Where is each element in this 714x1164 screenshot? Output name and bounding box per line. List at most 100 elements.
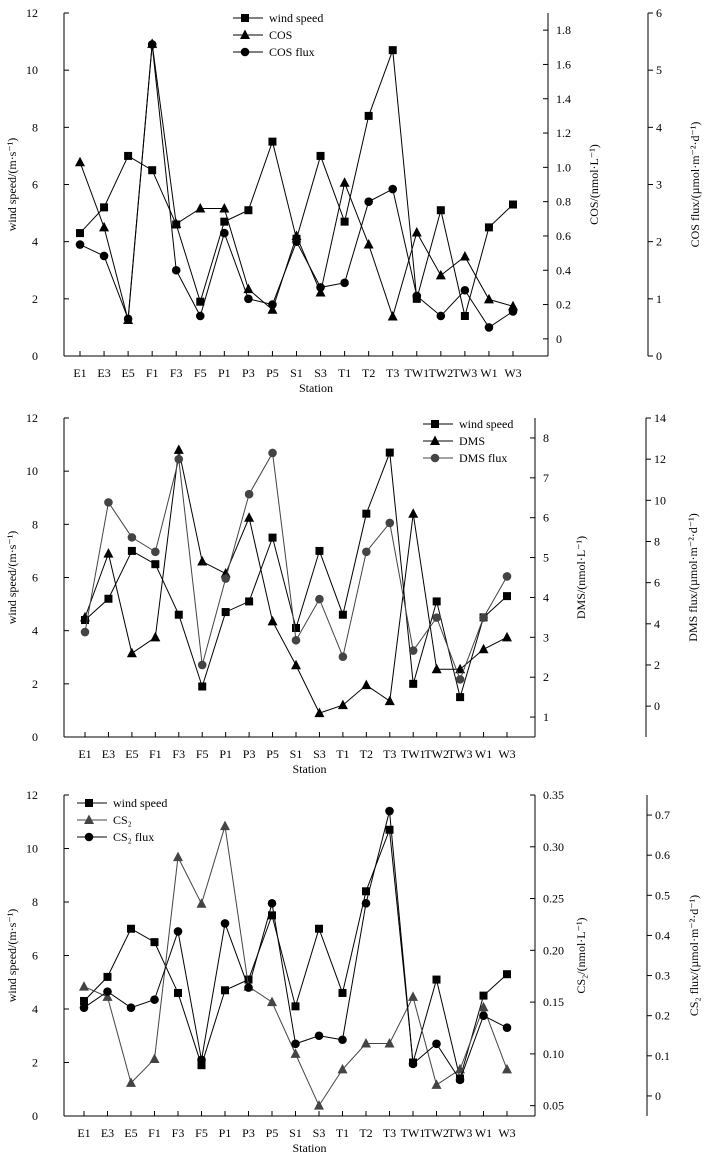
panel-1-wind-point bbox=[388, 46, 397, 55]
panel-1-legend-label: wind speed bbox=[269, 11, 323, 25]
panel-2-right1-tick-label: 2 bbox=[543, 670, 549, 684]
panel-3-flux-point bbox=[291, 1039, 300, 1049]
panel-2-left-tick-label: 10 bbox=[26, 464, 38, 478]
panel-1-wind-point bbox=[220, 217, 229, 226]
panel-1-right1-tick-label: 1.0 bbox=[556, 160, 571, 174]
panel-1-right1-tick-label: 1.4 bbox=[556, 92, 571, 106]
panel-1-x-tick-label: S1 bbox=[290, 366, 303, 380]
panel-1-gas-point bbox=[483, 293, 494, 304]
panel-3-right1-tick-label: 0.35 bbox=[543, 788, 564, 802]
panel-1-wind-point bbox=[100, 203, 109, 212]
panel-3-right2-axis-label: CS₂ flux/(µmol·m⁻²·d⁻¹) bbox=[687, 895, 701, 1016]
panel-1-x-tick-label: TW2 bbox=[429, 366, 454, 380]
panel-2-right2-tick-label: 0 bbox=[654, 699, 660, 713]
panel-1-wind-point bbox=[196, 297, 205, 306]
panel-2-wind-point bbox=[245, 597, 254, 606]
panel-2-wind-point bbox=[362, 509, 371, 518]
panel-1-flux-point bbox=[412, 291, 422, 301]
panel-3-flux-point bbox=[126, 1003, 136, 1012]
panel-2-flux-line bbox=[84, 451, 508, 681]
panel-1-flux-point bbox=[364, 197, 373, 206]
panel-2-flux-point bbox=[80, 627, 90, 637]
panel-3-left-axis-label: wind speed/(m·s⁻¹) bbox=[5, 909, 19, 1003]
panel-2-right2-tick-label: 12 bbox=[654, 452, 666, 466]
panel-2-flux-point bbox=[432, 613, 441, 622]
panel-2-gas-point bbox=[431, 663, 442, 674]
panel-2-wind-point bbox=[338, 610, 347, 619]
panel-1-wind-point bbox=[148, 166, 157, 175]
panel-1-flux-point bbox=[268, 300, 277, 309]
panel-2-gas-point bbox=[197, 556, 208, 566]
panel-1-left-tick-label: 2 bbox=[32, 292, 38, 306]
panel-3-flux-point bbox=[385, 806, 394, 816]
panel-1-flux-point bbox=[340, 278, 349, 288]
panel-2-x-tick-label: TW2 bbox=[424, 747, 449, 761]
panel-3-flux-point bbox=[408, 1059, 418, 1069]
panel-1-x-tick-label: T1 bbox=[338, 366, 351, 380]
panel-2-gas-point bbox=[455, 663, 466, 674]
panel-1-x-tick-label: E5 bbox=[121, 366, 134, 380]
panel-3-gas-point bbox=[408, 991, 418, 1001]
panel-3-x-tick-label: TW2 bbox=[424, 1126, 449, 1140]
panel-3-gas-point bbox=[361, 1038, 371, 1048]
panel-2-wind-point bbox=[127, 546, 136, 555]
panel-1-right2-tick-label: 3 bbox=[656, 178, 662, 192]
panel-3-legend-label: wind speed bbox=[113, 796, 167, 810]
panel-3-wind-point bbox=[244, 975, 253, 984]
panel-1-wind-point bbox=[316, 151, 325, 160]
panel-1-gas-point bbox=[291, 230, 302, 240]
panel-1-gas-point bbox=[75, 156, 85, 167]
panel-2-x-tick-label: F3 bbox=[172, 747, 185, 761]
panel-3-right2-tick-label: 0.5 bbox=[655, 888, 670, 902]
panel-2-gas-point bbox=[478, 643, 489, 654]
panel-1-x-axis-label: Station bbox=[299, 381, 333, 395]
panel-2-flux-point bbox=[291, 635, 301, 645]
panel-1-right2-tick-label: 5 bbox=[656, 63, 662, 77]
panel-3-right2-tick-label: 0.3 bbox=[655, 969, 670, 983]
panel-2-wind-point bbox=[315, 546, 324, 555]
panel-2-x-axis-label: Station bbox=[292, 762, 326, 776]
panel-3-wind-point bbox=[385, 825, 394, 834]
panel-1-x-tick-label: W3 bbox=[504, 366, 521, 380]
panel-1-wind-point bbox=[364, 111, 373, 120]
panel-3-x-tick-label: TW3 bbox=[448, 1126, 473, 1140]
panel-3-x-tick-label: E3 bbox=[101, 1126, 114, 1140]
panel-2-flux-point bbox=[104, 498, 113, 507]
panel-2-wind-point bbox=[268, 533, 277, 542]
panel-1-x-tick-label: E1 bbox=[73, 366, 86, 380]
panel-2-flux-point bbox=[502, 572, 512, 581]
panel-1-wind-line bbox=[79, 49, 514, 317]
panel-3-flux-point bbox=[338, 1035, 347, 1045]
panel-2-wind-point bbox=[151, 560, 160, 569]
panel-1-flux-point bbox=[171, 265, 181, 275]
panel-1-x-tick-label: TW3 bbox=[453, 366, 478, 380]
panel-3-right2-tick-label: 0.6 bbox=[655, 848, 670, 862]
panel-1-wind-point bbox=[460, 311, 469, 320]
panel-2-right1-tick-label: 1 bbox=[543, 710, 549, 724]
panel-1-wind-point bbox=[268, 137, 277, 146]
panel-1-flux-point bbox=[220, 228, 229, 238]
panel-1-flux-point bbox=[508, 307, 518, 316]
panel-3-wind-point bbox=[432, 975, 441, 984]
panel-3-right1-axis-label: CS₂/(nmol·L⁻¹) bbox=[574, 917, 588, 993]
panel-1-flux-point bbox=[292, 237, 301, 246]
panel-1-wind-point bbox=[244, 206, 253, 215]
panel-2-gas-point bbox=[361, 679, 372, 690]
panel-2-wind-point bbox=[221, 608, 230, 617]
panel-2-flux-point bbox=[127, 533, 137, 542]
panel-2-flux-point bbox=[151, 547, 160, 557]
panel-3-gas-point bbox=[290, 1048, 301, 1058]
panel-3-wind-point bbox=[150, 938, 159, 947]
panel-1-right2-tick-label: 4 bbox=[656, 120, 662, 134]
panel-3-x-tick-label: W3 bbox=[498, 1126, 515, 1140]
panel-3-flux-point bbox=[432, 1039, 441, 1049]
panel-1-right2-tick-label: 0 bbox=[656, 349, 662, 363]
panel-1-flux-point bbox=[460, 285, 470, 295]
panel-1-x-tick-label: P5 bbox=[266, 366, 279, 380]
panel-1-right1-tick-label: 1.8 bbox=[556, 23, 571, 37]
panel-3-flux-point bbox=[455, 1075, 465, 1085]
panel-2-flux-point bbox=[221, 574, 230, 583]
panel-3-x-tick-label: F5 bbox=[195, 1126, 208, 1140]
panel-3-x-tick-label: W1 bbox=[475, 1126, 492, 1140]
